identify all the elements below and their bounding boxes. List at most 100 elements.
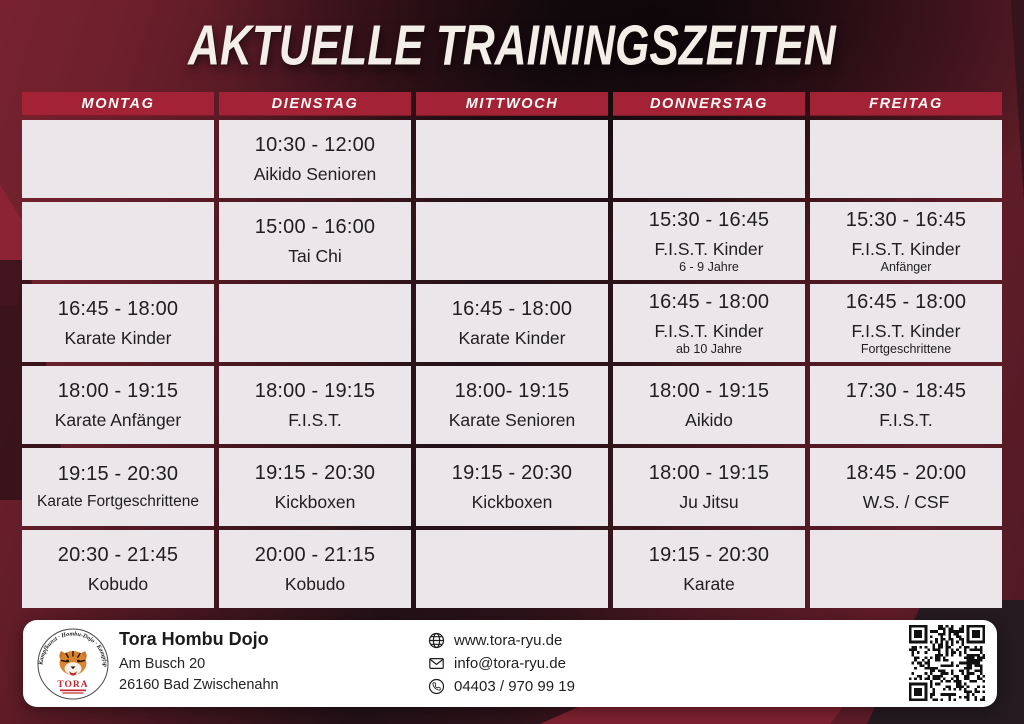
cell-activity: F.I.S.T. Kinder <box>851 238 961 259</box>
cell-time: 10:30 - 12:00 <box>254 133 376 156</box>
cell-time: 19:15 - 20:30 <box>254 461 376 484</box>
tiger-logo-icon: Kampfkunst · Hombu-Dojo · Kampfsport TOR… <box>33 622 109 700</box>
cell-time: 15:30 - 16:45 <box>845 208 967 231</box>
schedule-cell-r2-mittwoch <box>416 202 608 280</box>
schedule-cell-r4-montag: 18:00 - 19:15 Karate Anfänger <box>22 366 214 444</box>
website-text: www.tora-ryu.de <box>454 632 563 649</box>
cell-time: 18:00 - 19:15 <box>57 379 179 402</box>
contact-info: www.tora-ryu.de info@tora-ryu.de 04403 /… <box>428 629 575 698</box>
day-header-montag: MONTAG <box>22 92 214 116</box>
cell-time: 19:15 - 20:30 <box>57 463 179 485</box>
cell-activity: Karate Fortgeschrittene <box>37 493 199 510</box>
schedule-cell-r5-dienstag: 19:15 - 20:30 Kickboxen <box>219 448 411 526</box>
address-city: 26160 Bad Zwischenahn <box>119 677 279 693</box>
phone-icon <box>428 678 445 695</box>
qr-code-icon <box>909 625 985 701</box>
cell-time: 20:00 - 21:15 <box>254 543 376 566</box>
schedule-cell-r4-donnerstag: 18:00 - 19:15 Aikido <box>613 366 805 444</box>
schedule-cell-r6-freitag <box>810 530 1002 608</box>
cell-time: 18:00 - 19:15 <box>254 379 376 402</box>
schedule-cell-r2-montag <box>22 202 214 280</box>
cell-time: 18:00 - 19:15 <box>648 461 770 484</box>
envelope-icon <box>429 657 444 670</box>
phone-row: 04403 / 970 99 19 <box>428 675 575 698</box>
day-header-donnerstag: DONNERSTAG <box>613 92 805 116</box>
schedule-cell-r6-mittwoch <box>416 530 608 608</box>
schedule-cell-r5-mittwoch: 19:15 - 20:30 Kickboxen <box>416 448 608 526</box>
cell-activity: F.I.S.T. Kinder <box>654 320 764 341</box>
cell-activity: Karate <box>683 573 735 594</box>
schedule-cell-r3-montag: 16:45 - 18:00 Karate Kinder <box>22 284 214 362</box>
cell-time: 19:15 - 20:30 <box>451 461 573 484</box>
cell-time: 18:00 - 19:15 <box>648 379 770 402</box>
email-row: info@tora-ryu.de <box>428 652 575 675</box>
cell-time: 16:45 - 18:00 <box>451 297 573 320</box>
cell-note: Fortgeschrittene <box>860 341 952 356</box>
cell-time: 17:30 - 18:45 <box>845 379 967 402</box>
page-title: AKTUELLE TRAININGSZEITEN <box>188 13 836 77</box>
cell-activity: Kobudo <box>284 573 346 594</box>
schedule-cell-r3-dienstag <box>219 284 411 362</box>
schedule-cell-r4-dienstag: 18:00 - 19:15 F.I.S.T. <box>219 366 411 444</box>
organization-info: Tora Hombu Dojo Am Busch 20 26160 Bad Zw… <box>119 629 279 696</box>
cell-activity: F.I.S.T. <box>879 409 933 430</box>
cell-activity: Aikido <box>685 409 733 430</box>
cell-time: 19:15 - 20:30 <box>648 543 770 566</box>
cell-time: 15:30 - 16:45 <box>648 208 770 231</box>
cell-note: Anfänger <box>880 259 932 274</box>
cell-activity: Kobudo <box>87 573 149 594</box>
cell-activity: F.I.S.T. Kinder <box>851 320 961 341</box>
cell-note: ab 10 Jahre <box>675 341 743 356</box>
schedule-cell-r3-mittwoch: 16:45 - 18:00 Karate Kinder <box>416 284 608 362</box>
schedule-grid: 10:30 - 12:00 Aikido Senioren <box>22 120 1002 608</box>
cell-activity: Tai Chi <box>288 245 342 266</box>
schedule-cell-r4-freitag: 17:30 - 18:45 F.I.S.T. <box>810 366 1002 444</box>
schedule-cell-r4-mittwoch: 18:00- 19:15 Karate Senioren <box>416 366 608 444</box>
cell-activity: Kickboxen <box>471 491 553 512</box>
phone-text: 04403 / 970 99 19 <box>454 678 575 695</box>
day-header-mittwoch: MITTWOCH <box>416 92 608 116</box>
tora-tiger-logo: Kampfkunst · Hombu-Dojo · Kampfsport TOR… <box>33 622 111 702</box>
schedule-cell-r6-dienstag: 20:00 - 21:15 Kobudo <box>219 530 411 608</box>
footer-card: Kampfkunst · Hombu-Dojo · Kampfsport TOR… <box>23 620 997 707</box>
cell-time: 18:45 - 20:00 <box>845 461 967 484</box>
cell-time: 16:45 - 18:00 <box>845 290 967 313</box>
cell-activity: F.I.S.T. Kinder <box>654 238 764 259</box>
cell-activity: Karate Anfänger <box>54 409 182 430</box>
schedule-cell-r1-dienstag: 10:30 - 12:00 Aikido Senioren <box>219 120 411 198</box>
schedule-table: MONTAG DIENSTAG MITTWOCH DONNERSTAG FREI… <box>22 92 1002 608</box>
svg-text:TORA: TORA <box>57 680 88 690</box>
schedule-cell-r5-donnerstag: 18:00 - 19:15 Ju Jitsu <box>613 448 805 526</box>
day-header-freitag: FREITAG <box>810 92 1002 116</box>
schedule-cell-r6-donnerstag: 19:15 - 20:30 Karate <box>613 530 805 608</box>
globe-icon <box>428 632 445 649</box>
qr-code <box>909 625 985 701</box>
schedule-cell-r1-montag <box>22 120 214 198</box>
cell-time: 20:30 - 21:45 <box>57 543 179 566</box>
schedule-cell-r1-donnerstag <box>613 120 805 198</box>
address-street: Am Busch 20 <box>119 656 206 672</box>
schedule-cell-r2-freitag: 15:30 - 16:45 F.I.S.T. Kinder Anfänger <box>810 202 1002 280</box>
schedule-cell-r3-donnerstag: 16:45 - 18:00 F.I.S.T. Kinder ab 10 Jahr… <box>613 284 805 362</box>
cell-activity: Karate Kinder <box>64 327 172 348</box>
cell-note: 6 - 9 Jahre <box>679 259 739 274</box>
day-header-dienstag: DIENSTAG <box>219 92 411 116</box>
organization-name: Tora Hombu Dojo <box>119 629 269 649</box>
cell-activity: W.S. / CSF <box>862 491 950 512</box>
email-text: info@tora-ryu.de <box>454 655 566 672</box>
schedule-cell-r5-montag: 19:15 - 20:30 Karate Fortgeschrittene <box>22 448 214 526</box>
schedule-cell-r2-dienstag: 15:00 - 16:00 Tai Chi <box>219 202 411 280</box>
website-row: www.tora-ryu.de <box>428 629 575 652</box>
schedule-cell-r1-freitag <box>810 120 1002 198</box>
schedule-cell-r2-donnerstag: 15:30 - 16:45 F.I.S.T. Kinder 6 - 9 Jahr… <box>613 202 805 280</box>
table-header-row: MONTAG DIENSTAG MITTWOCH DONNERSTAG FREI… <box>22 92 1002 116</box>
cell-activity: Karate Senioren <box>448 409 576 430</box>
cell-activity: F.I.S.T. <box>288 409 342 430</box>
cell-time: 16:45 - 18:00 <box>648 290 770 313</box>
cell-activity: Kickboxen <box>274 491 356 512</box>
cell-activity: Aikido Senioren <box>253 163 377 184</box>
schedule-cell-r1-mittwoch <box>416 120 608 198</box>
cell-activity: Ju Jitsu <box>679 491 739 512</box>
cell-time: 16:45 - 18:00 <box>57 297 179 320</box>
